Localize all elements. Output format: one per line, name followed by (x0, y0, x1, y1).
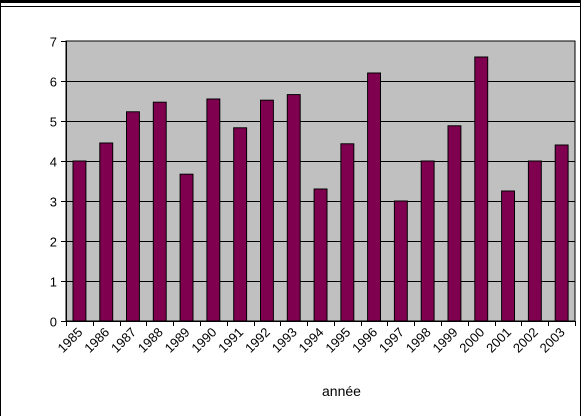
bar-1995 (340, 143, 355, 322)
bar-1992 (260, 99, 274, 322)
x-tick-label: 1995 (322, 325, 353, 356)
bar-1994 (313, 188, 328, 322)
y-tick-label: 5 (50, 115, 57, 130)
bar-2000 (474, 56, 489, 322)
x-tick-label: 2001 (483, 325, 514, 356)
x-tick-label: 1996 (349, 325, 380, 356)
y-tick-label: 0 (50, 315, 57, 330)
bar-1998 (420, 160, 435, 322)
y-tick-label: 7 (50, 35, 57, 50)
bar-1986 (99, 142, 114, 322)
bar-2001 (501, 190, 516, 322)
x-tick-label: 1985 (54, 325, 85, 356)
x-tick-label: 2003 (537, 325, 568, 356)
x-tick-label: 2002 (510, 325, 541, 356)
x-tick-label: 1989 (162, 325, 193, 356)
bar-1996 (367, 72, 382, 322)
bar-2003 (554, 144, 569, 322)
x-tick-label: 1988 (135, 325, 166, 356)
x-tick-label: 1994 (296, 325, 327, 356)
bar-1999 (447, 125, 462, 322)
x-tick-label: 1997 (376, 325, 407, 356)
bar-2002 (527, 160, 542, 322)
x-tick-label: 1998 (403, 325, 434, 356)
bar-1988 (152, 101, 167, 322)
bars (72, 56, 569, 322)
x-tick-label: 1992 (242, 325, 273, 356)
x-tick-label: 1990 (188, 325, 219, 356)
x-tick-label: 1999 (430, 325, 461, 356)
bar-1990 (206, 98, 221, 322)
y-tick-labels: 0 1 2 3 4 5 6 7 (50, 35, 57, 330)
y-tick-label: 1 (50, 275, 57, 290)
axes (61, 41, 576, 326)
x-tick-label: 1991 (215, 325, 246, 356)
y-tick-label: 3 (50, 195, 57, 210)
x-tick-label: 2000 (456, 325, 487, 356)
bar-1991 (233, 127, 248, 322)
x-tick-label: 1987 (108, 325, 139, 356)
y-tick-label: 2 (50, 235, 57, 250)
bar-1985 (72, 160, 87, 322)
x-tick-label: 1986 (81, 325, 112, 356)
bar-1993 (286, 94, 301, 322)
y-tick-label: 4 (50, 155, 57, 170)
x-axis-title: année (322, 383, 361, 399)
bar-1987 (126, 111, 140, 322)
x-tick-label: 1993 (269, 325, 300, 356)
bar-1997 (393, 200, 408, 322)
x-tick-labels: 1985198619871988198919901991199219931994… (54, 325, 567, 356)
bar-1989 (179, 173, 194, 322)
y-tick-label: 6 (50, 75, 57, 90)
